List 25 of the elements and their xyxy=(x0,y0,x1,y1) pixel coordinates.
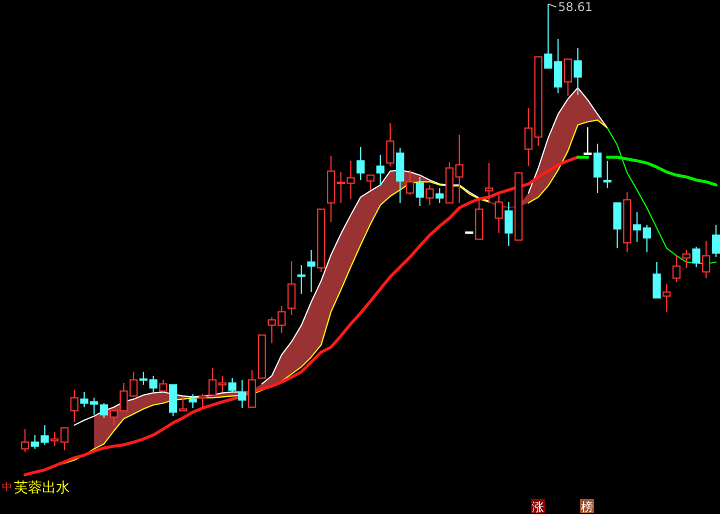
candlestick xyxy=(326,155,336,223)
annotation: 58.61 xyxy=(558,0,593,14)
candlestick xyxy=(574,47,582,96)
candlestick xyxy=(504,201,513,247)
candlestick xyxy=(484,162,494,203)
text: 涨 xyxy=(532,500,544,514)
candlestick xyxy=(386,122,394,167)
candlestick xyxy=(297,264,306,294)
text: 芙蓉出水 xyxy=(14,480,70,496)
text: 榜 xyxy=(581,500,593,514)
candlestick xyxy=(426,184,434,206)
candlestick xyxy=(376,154,384,186)
candlestick xyxy=(307,249,316,293)
candlestick xyxy=(465,231,474,234)
text: 中 xyxy=(2,481,12,493)
candlestick xyxy=(188,394,197,409)
candlestick xyxy=(494,194,503,234)
candlestick xyxy=(455,134,464,204)
candlestick xyxy=(524,107,532,167)
candlestick xyxy=(593,143,602,194)
candlestick xyxy=(238,379,246,409)
candlestick xyxy=(632,211,642,242)
candlestick xyxy=(198,394,207,409)
candlestick xyxy=(623,192,632,253)
candlestick xyxy=(149,375,158,393)
